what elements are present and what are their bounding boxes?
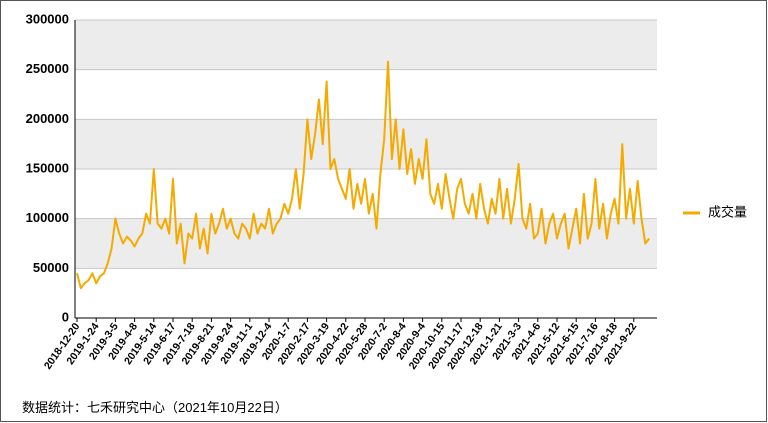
y-tick-label: 50000 xyxy=(33,260,69,275)
y-tick-label: 300000 xyxy=(26,11,69,26)
y-tick-label: 150000 xyxy=(26,160,69,175)
y-tick-label: 0 xyxy=(62,309,69,324)
y-tick-label: 100000 xyxy=(26,210,69,225)
grid-band xyxy=(75,20,657,70)
legend-label: 成交量 xyxy=(708,204,747,219)
grid-band xyxy=(75,119,657,169)
source-note: 数据统计：七禾研究中心（2021年10月22日） xyxy=(22,400,288,415)
y-tick-label: 250000 xyxy=(26,61,69,76)
series-line xyxy=(76,60,650,290)
y-tick-label: 200000 xyxy=(26,111,69,126)
